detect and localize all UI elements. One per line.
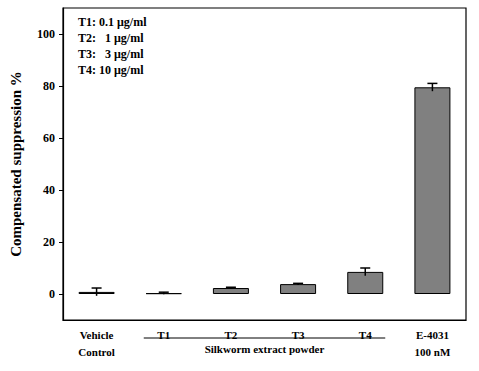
svg-text:T4: 10 μg/ml: T4: 10 μg/ml (78, 63, 144, 77)
svg-text:20: 20 (43, 235, 55, 249)
svg-text:80: 80 (43, 79, 55, 93)
svg-text:T1: T1 (157, 329, 170, 341)
svg-text:T1: 0.1 μg/ml: T1: 0.1 μg/ml (78, 15, 147, 29)
svg-text:T3: 3 μg/ml: T3: 3 μg/ml (78, 47, 144, 61)
svg-text:T3: T3 (292, 329, 305, 341)
svg-text:Silkworm extract powder: Silkworm extract powder (205, 343, 325, 355)
svg-text:Compensated suppression %: Compensated suppression % (8, 71, 24, 257)
svg-text:T2: T2 (224, 329, 237, 341)
svg-text:0: 0 (49, 287, 55, 301)
svg-text:T2: 1 μg/ml: T2: 1 μg/ml (78, 31, 144, 45)
svg-text:40: 40 (43, 183, 55, 197)
svg-text:100 nM: 100 nM (415, 346, 451, 358)
svg-text:60: 60 (43, 131, 55, 145)
svg-text:Vehicle: Vehicle (80, 329, 114, 341)
svg-text:Control: Control (78, 346, 114, 358)
svg-text:T4: T4 (359, 329, 372, 341)
svg-text:E-4031: E-4031 (416, 329, 449, 341)
svg-text:100: 100 (37, 27, 55, 41)
